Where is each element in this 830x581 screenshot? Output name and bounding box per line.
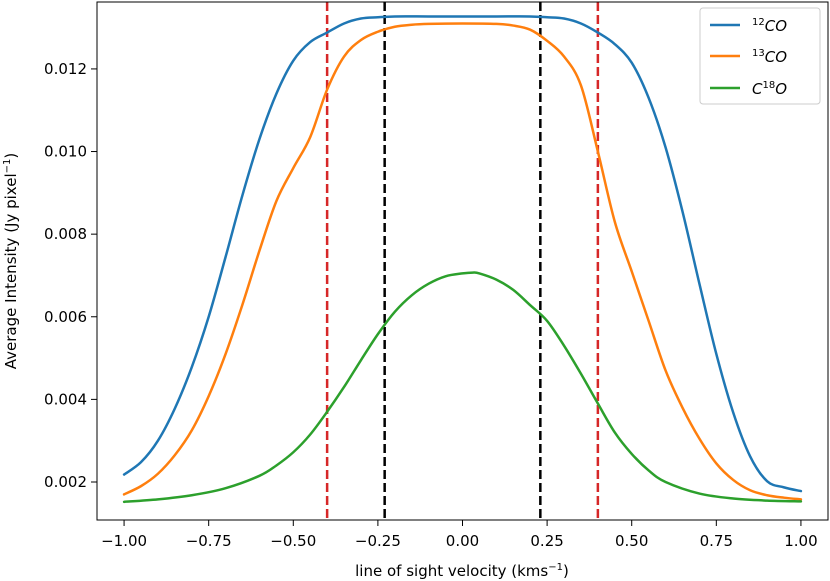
x-tick-label: 0.75 <box>700 532 733 550</box>
series-lines <box>122 15 803 504</box>
y-tick-label: 0.004 <box>44 390 87 408</box>
x-axis-ticks: −1.00 −0.75 −0.50 −0.25 0.00 0.25 0.50 0.75 1.00 <box>101 520 818 550</box>
series-line-12co <box>122 15 803 493</box>
legend-label-12co: 12CO <box>752 17 787 35</box>
y-axis-label: Average Intensity (Jy pixel−1) <box>2 153 20 369</box>
x-tick-label: −0.50 <box>270 532 316 550</box>
y-tick-label: 0.010 <box>44 143 87 161</box>
y-tick-label: 0.008 <box>44 225 87 243</box>
x-tick-label: −1.00 <box>101 532 147 550</box>
y-axis-ticks: 0.002 0.004 0.006 0.008 0.010 0.012 <box>44 60 97 491</box>
x-tick-label: 0.50 <box>615 532 648 550</box>
x-tick-label: −0.25 <box>355 532 401 550</box>
series-line-13co <box>122 22 803 501</box>
x-tick-label: −0.75 <box>186 532 232 550</box>
y-tick-label: 0.006 <box>44 308 87 326</box>
legend: 12CO 13CO C18O <box>699 7 821 105</box>
legend-label-c18o: C18O <box>752 80 787 98</box>
y-tick-label: 0.012 <box>44 60 87 78</box>
x-tick-label: 0.00 <box>446 532 479 550</box>
legend-label-13co: 13CO <box>752 48 787 66</box>
x-axis-label: line of sight velocity (kms−1) <box>355 562 569 580</box>
series-line-c18o <box>122 271 803 504</box>
legend-box <box>699 7 821 105</box>
x-tick-label: 1.00 <box>784 532 817 550</box>
x-tick-label: 0.25 <box>530 532 563 550</box>
y-tick-label: 0.002 <box>44 473 87 491</box>
